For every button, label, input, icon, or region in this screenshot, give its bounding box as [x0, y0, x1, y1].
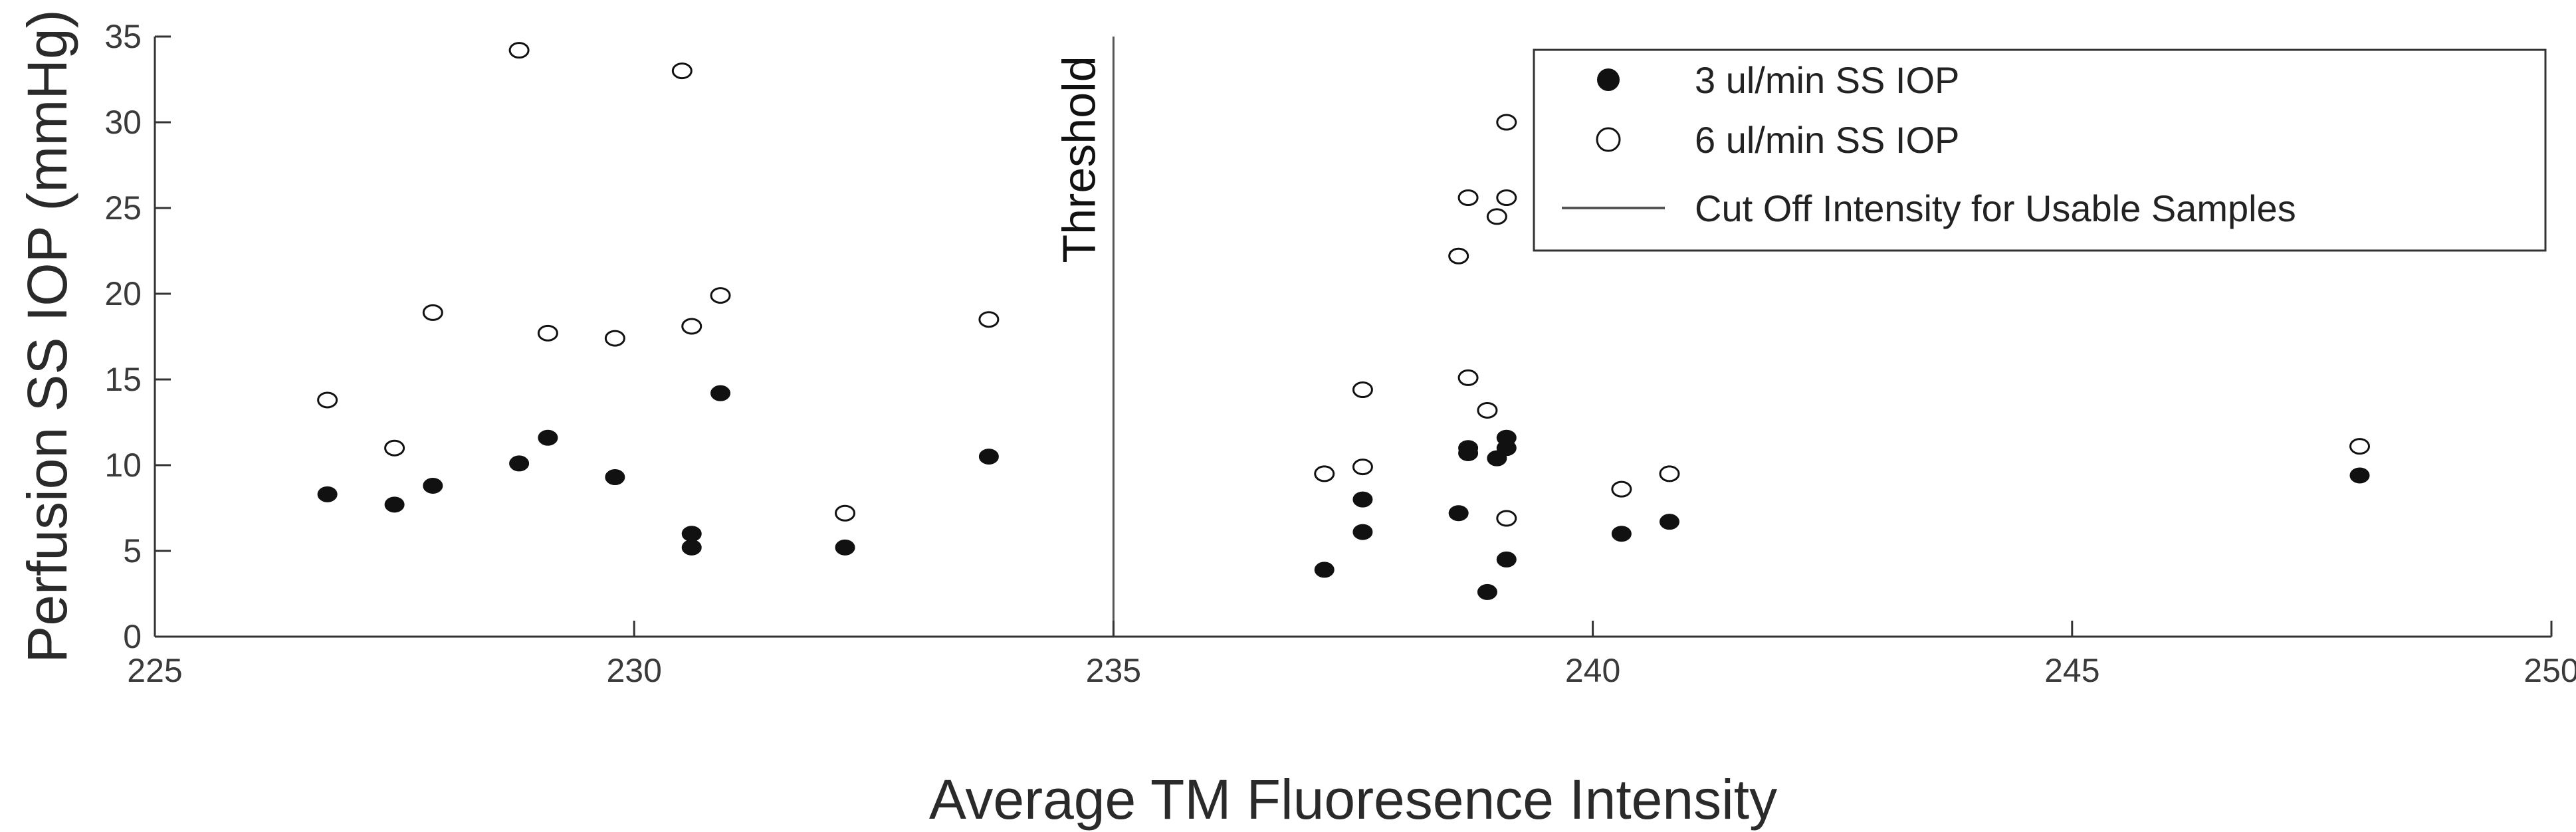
point-3ul-11	[1314, 562, 1335, 578]
data-points	[317, 42, 2371, 600]
x-tick-label: 235	[1086, 652, 1141, 689]
point-6ul-4	[537, 324, 558, 342]
point-3ul-19	[1496, 440, 1517, 457]
point-3ul-1	[384, 496, 405, 513]
x-tick-label: 245	[2044, 652, 2099, 689]
point-6ul-12	[1352, 381, 1373, 398]
point-6ul-10	[978, 311, 1000, 328]
point-6ul-19	[1496, 114, 1517, 131]
point-6ul-1	[384, 439, 405, 457]
point-6ul-15	[1457, 189, 1479, 207]
point-6ul-21	[1496, 510, 1517, 527]
point-3ul-14	[1448, 505, 1469, 522]
point-3ul-13	[1352, 524, 1373, 540]
point-3ul-4	[538, 429, 558, 446]
x-axis-title: Average TM Fluoresence Intensity	[929, 768, 1777, 831]
y-axis-title: Perfusion SS IOP (mmHg)	[16, 9, 78, 663]
point-6ul-8	[710, 287, 731, 304]
point-3ul-5	[605, 469, 625, 486]
legend-marker-series-1	[1597, 68, 1620, 91]
x-tick-label: 250	[2523, 652, 2576, 689]
point-6ul-20	[1496, 189, 1517, 207]
x-tick-label: 225	[127, 652, 182, 689]
y-tick-label: 0	[123, 618, 142, 655]
point-3ul-20	[1496, 551, 1517, 568]
y-tick-label: 35	[104, 18, 142, 55]
y-tick-label: 10	[104, 447, 142, 484]
point-6ul-18	[1486, 208, 1507, 225]
legend-marker-series-2	[1596, 127, 1621, 152]
y-axis: 0 5 10 15 20 25 30 35	[104, 18, 171, 655]
legend-label-series-2: 6 ul/min SS IOP	[1695, 119, 1959, 161]
legend-box	[1533, 49, 2547, 252]
point-6ul-0	[317, 391, 338, 409]
point-6ul-2	[422, 304, 443, 321]
x-tick-label: 230	[606, 652, 661, 689]
point-6ul-13	[1352, 459, 1373, 476]
point-3ul-8	[710, 385, 731, 401]
point-6ul-22	[1611, 480, 1632, 498]
point-6ul-7	[681, 318, 702, 335]
point-3ul-6	[681, 539, 702, 556]
point-6ul-17	[1477, 401, 1498, 419]
point-3ul-2	[423, 477, 443, 494]
legend-label-series-1: 3 ul/min SS IOP	[1695, 59, 1959, 101]
y-tick-label: 15	[104, 361, 142, 398]
x-axis: 225 230 235 240 245 250	[127, 621, 2576, 689]
point-3ul-22	[1611, 526, 1632, 542]
legend: 3 ul/min SS IOP 6 ul/min SS IOP Cut Off …	[1533, 49, 2547, 252]
point-6ul-23	[1659, 465, 1680, 482]
legend-label-threshold: Cut Off Intensity for Usable Samples	[1695, 187, 2296, 229]
point-3ul-12	[1352, 491, 1373, 508]
point-6ul-11	[1314, 465, 1335, 482]
point-3ul-0	[317, 486, 338, 502]
point-3ul-16	[1458, 440, 1479, 457]
point-3ul-7	[681, 526, 702, 542]
point-6ul-24	[2349, 438, 2371, 455]
y-tick-label: 30	[104, 104, 142, 141]
point-6ul-5	[604, 330, 625, 347]
y-tick-label: 20	[104, 275, 142, 312]
point-3ul-23	[1659, 514, 1679, 530]
point-6ul-3	[508, 42, 530, 59]
point-3ul-9	[835, 539, 855, 556]
y-tick-label: 5	[123, 532, 142, 570]
y-tick-label: 25	[104, 189, 142, 227]
point-3ul-3	[509, 455, 530, 472]
threshold-label: Threshold	[1053, 56, 1105, 262]
point-6ul-16	[1457, 369, 1479, 386]
point-3ul-24	[2349, 467, 2370, 484]
point-3ul-10	[978, 449, 999, 465]
point-6ul-14	[1448, 247, 1469, 264]
point-6ul-6	[671, 62, 693, 80]
point-3ul-21	[1477, 583, 1497, 600]
x-tick-label: 240	[1565, 652, 1620, 689]
point-6ul-9	[835, 504, 856, 522]
